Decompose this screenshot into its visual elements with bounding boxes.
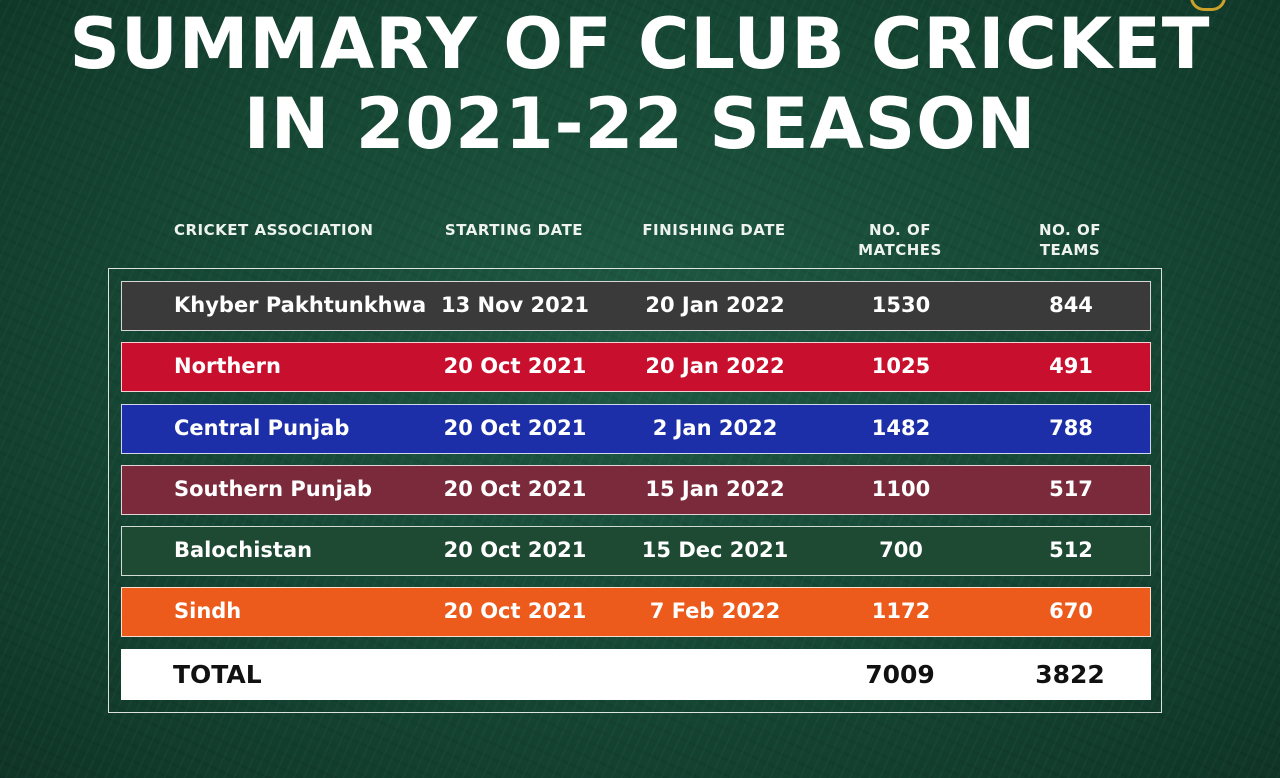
cell-matches: 1172 <box>871 599 931 624</box>
header-finishing-date: FINISHING DATE <box>642 221 786 239</box>
header-starting-date: STARTING DATE <box>444 221 584 239</box>
association-rows: Khyber Pakhtunkhwa 13 Nov 2021 20 Jan 20… <box>121 281 1151 649</box>
header-association: CRICKET ASSOCIATION <box>174 221 374 239</box>
cell-finishing-date: 20 Jan 2022 <box>645 354 785 379</box>
header-teams-line2: TEAMS <box>1039 241 1101 259</box>
table-row: Southern Punjab 20 Oct 2021 15 Jan 2022 … <box>121 464 1151 515</box>
cell-matches: 700 <box>879 538 923 563</box>
cell-finishing-date: 15 Dec 2021 <box>641 538 789 563</box>
cell-starting-date: 20 Oct 2021 <box>443 476 587 501</box>
cell-association: Balochistan <box>174 538 313 563</box>
cell-finishing-date: 7 Feb 2022 <box>649 599 781 624</box>
table-row: Northern 20 Oct 2021 20 Jan 2022 1025 49… <box>121 342 1151 393</box>
title-line-1: SUMMARY OF CLUB CRICKET <box>69 3 1211 85</box>
total-row: TOTAL 7009 3822 <box>121 649 1151 700</box>
cell-finishing-date: 20 Jan 2022 <box>645 293 785 317</box>
cell-association: Central Punjab <box>174 415 350 440</box>
page-title: SUMMARY OF CLUB CRICKET IN 2021-22 SEASO… <box>0 4 1280 164</box>
cell-matches: 1482 <box>871 415 931 440</box>
table-row: Sindh 20 Oct 2021 7 Feb 2022 1172 670 <box>121 587 1151 638</box>
cell-matches: 1530 <box>871 293 931 317</box>
table-row: Balochistan 20 Oct 2021 15 Dec 2021 700 … <box>121 526 1151 577</box>
cell-finishing-date: 15 Jan 2022 <box>645 476 785 501</box>
cell-association: Southern Punjab <box>174 476 373 501</box>
total-label: TOTAL <box>173 660 262 689</box>
cell-matches: 1025 <box>871 354 931 379</box>
cell-teams: 788 <box>1049 415 1093 440</box>
table-row: Khyber Pakhtunkhwa 13 Nov 2021 20 Jan 20… <box>121 281 1151 331</box>
cell-starting-date: 20 Oct 2021 <box>443 538 587 563</box>
cell-teams: 491 <box>1049 354 1093 379</box>
cell-finishing-date: 2 Jan 2022 <box>652 415 778 440</box>
cell-starting-date: 13 Nov 2021 <box>441 293 589 317</box>
total-teams: 3822 <box>1035 660 1105 689</box>
cell-matches: 1100 <box>871 476 931 501</box>
header-teams-line1: NO. OF <box>1039 221 1101 239</box>
total-matches: 7009 <box>865 660 935 689</box>
cell-teams: 512 <box>1049 538 1093 563</box>
header-matches-line2: MATCHES <box>858 241 942 259</box>
cell-teams: 844 <box>1049 293 1093 317</box>
cell-association: Khyber Pakhtunkhwa <box>174 293 427 317</box>
header-matches: NO. OF MATCHES <box>845 220 955 260</box>
cell-starting-date: 20 Oct 2021 <box>443 415 587 440</box>
table-row: Central Punjab 20 Oct 2021 2 Jan 2022 14… <box>121 403 1151 454</box>
cell-teams: 517 <box>1049 476 1093 501</box>
table-header: CRICKET ASSOCIATION STARTING DATE FINISH… <box>0 218 1280 262</box>
cell-teams: 670 <box>1049 599 1093 624</box>
header-teams: NO. OF TEAMS <box>1015 220 1125 260</box>
cell-association: Sindh <box>174 599 242 624</box>
header-matches-line1: NO. OF <box>869 221 931 239</box>
cell-association: Northern <box>174 354 281 379</box>
cell-starting-date: 20 Oct 2021 <box>443 354 587 379</box>
cell-starting-date: 20 Oct 2021 <box>443 599 587 624</box>
table-frame <box>108 268 1162 713</box>
title-line-2: IN 2021-22 SEASON <box>243 83 1037 165</box>
